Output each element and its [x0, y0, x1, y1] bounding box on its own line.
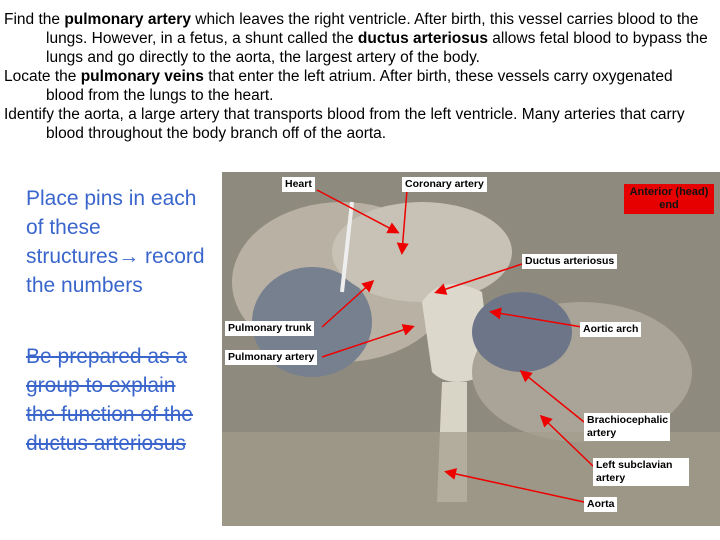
structure-label: Aortic arch	[580, 322, 642, 337]
text-run: Identify the aorta, a large artery that …	[4, 106, 685, 142]
paragraph: Find the pulmonary artery which leaves t…	[4, 10, 712, 67]
intro-text: Find the pulmonary artery which leaves t…	[4, 10, 712, 143]
instruction: Place pins in each of these structures→ …	[26, 187, 205, 297]
bold-run: ductus arteriosus	[357, 30, 488, 47]
text-run: allows fetal blood to bypass the lungs a…	[46, 30, 708, 66]
dissection-photo: Anterior (head) end Heart Coronary arter…	[222, 172, 720, 526]
structure-label: Left subclavian artery	[593, 458, 689, 486]
orientation-label: Anterior (head) end	[624, 184, 714, 214]
structure-label: Brachiocephalic artery	[584, 413, 670, 441]
text-run: which leaves the right ventricle. After …	[46, 11, 699, 47]
bold-run: pulmonary artery	[64, 11, 191, 28]
paragraph: Locate the pulmonary veins that enter th…	[4, 67, 712, 105]
bold-run: pulmonary veins	[80, 68, 204, 85]
text-run: Locate the	[4, 68, 81, 85]
text-run: that enter the left atrium. After birth,…	[46, 68, 673, 104]
structure-label: Pulmonary trunk	[225, 321, 315, 336]
struck-note: Be prepared as a group to explain the fu…	[26, 345, 193, 455]
structure-label: Heart	[282, 177, 315, 192]
text-run: Find the	[4, 11, 65, 28]
paragraph: Identify the aorta, a large artery that …	[4, 105, 712, 143]
structure-label: Pulmonary artery	[225, 350, 318, 365]
structure-label: Aorta	[584, 497, 618, 512]
structure-label: Coronary artery	[402, 177, 487, 192]
structure-label: Ductus arteriosus	[522, 254, 618, 269]
